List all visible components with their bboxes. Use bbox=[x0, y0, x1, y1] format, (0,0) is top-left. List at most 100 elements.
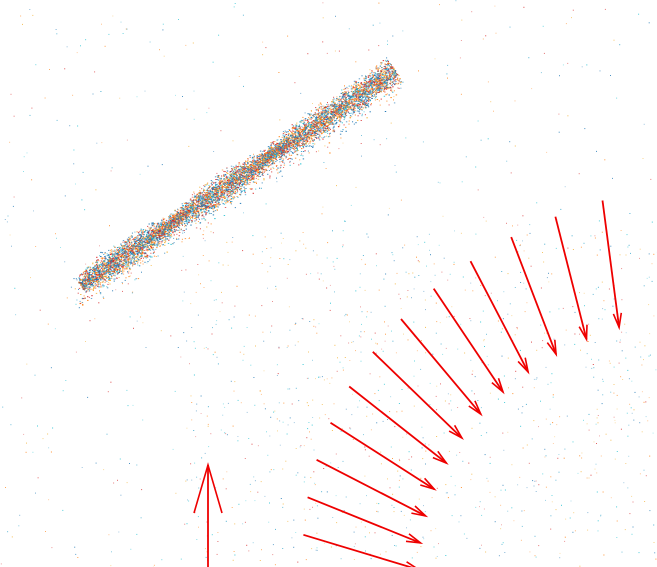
ribbon-point bbox=[131, 257, 134, 259]
scatter-point bbox=[616, 537, 618, 538]
scatter-point bbox=[385, 551, 387, 553]
scatter-point bbox=[186, 108, 188, 110]
ribbon-point bbox=[83, 289, 85, 291]
ribbon-point bbox=[266, 158, 268, 160]
scatter-point bbox=[259, 390, 261, 392]
ribbon-point bbox=[317, 114, 319, 116]
ribbon-point bbox=[116, 257, 119, 258]
scatter-point bbox=[237, 440, 239, 442]
scatter-point bbox=[470, 282, 472, 284]
ribbon-point bbox=[224, 207, 227, 208]
ribbon-point bbox=[333, 96, 335, 98]
scatter-point bbox=[592, 364, 594, 365]
scatter-point bbox=[197, 264, 199, 265]
scatter-point bbox=[217, 363, 219, 365]
ribbon-point bbox=[125, 266, 127, 268]
ribbon-point bbox=[192, 201, 195, 203]
ribbon-point bbox=[184, 203, 186, 204]
ribbon-point bbox=[352, 113, 354, 115]
scatter-point bbox=[109, 225, 110, 227]
scatter-point bbox=[55, 233, 56, 235]
scatter-point bbox=[193, 374, 195, 376]
scatter-point bbox=[211, 534, 213, 536]
scatter-point bbox=[322, 280, 324, 282]
scatter-point bbox=[360, 143, 362, 144]
ribbon-point bbox=[115, 256, 117, 258]
scatter-point bbox=[272, 554, 274, 556]
ribbon-point bbox=[389, 63, 391, 65]
scatter-point bbox=[597, 530, 599, 532]
ribbon-point bbox=[274, 157, 276, 159]
scatter-point bbox=[454, 494, 456, 496]
ribbon-point bbox=[350, 99, 352, 101]
ribbon-point bbox=[199, 228, 201, 230]
scatter-point bbox=[349, 427, 351, 429]
ribbon-point bbox=[321, 119, 323, 120]
scatter-point bbox=[213, 299, 215, 301]
scatter-point bbox=[232, 140, 234, 142]
scatter-point bbox=[403, 333, 404, 335]
ribbon-point bbox=[282, 134, 284, 136]
ribbon-point bbox=[389, 66, 391, 68]
ribbon-point bbox=[391, 70, 393, 72]
ribbon-point bbox=[373, 74, 376, 76]
scatter-point bbox=[125, 28, 127, 30]
scatter-point bbox=[207, 425, 209, 427]
scatter-point bbox=[298, 400, 300, 402]
scatter-point bbox=[200, 395, 202, 397]
ribbon-point bbox=[122, 266, 124, 268]
scatter-point bbox=[416, 256, 417, 258]
ribbon-point bbox=[158, 244, 160, 246]
ribbon-point bbox=[110, 250, 112, 252]
scatter-point bbox=[31, 107, 33, 109]
scatter-point bbox=[224, 406, 226, 408]
scatter-point bbox=[485, 35, 487, 37]
ribbon-point bbox=[267, 166, 270, 167]
ribbon-point bbox=[174, 209, 176, 211]
scatter-point bbox=[489, 456, 491, 458]
ribbon-point bbox=[154, 240, 157, 242]
scatter-point bbox=[430, 295, 432, 297]
scatter-point bbox=[598, 318, 600, 320]
scatter-point bbox=[434, 274, 436, 276]
ribbon-point bbox=[84, 298, 86, 299]
ribbon-point bbox=[182, 205, 184, 207]
ribbon-point bbox=[221, 191, 223, 193]
ribbon-point bbox=[121, 253, 122, 255]
scatter-point bbox=[351, 414, 353, 416]
ribbon-point bbox=[157, 244, 159, 246]
ribbon-point bbox=[146, 240, 148, 242]
ribbon-point bbox=[352, 98, 354, 100]
scatter-point bbox=[649, 333, 651, 335]
scatter-point bbox=[643, 359, 644, 361]
scatter-point bbox=[270, 469, 272, 471]
ribbon-point bbox=[240, 169, 242, 171]
scatter-point bbox=[289, 259, 291, 261]
ribbon-point bbox=[349, 108, 351, 110]
ribbon-point bbox=[150, 236, 152, 238]
scatter-point bbox=[526, 234, 528, 236]
ribbon-point bbox=[375, 66, 377, 68]
scatter-point bbox=[641, 364, 643, 366]
scatter-point bbox=[200, 283, 201, 285]
scatter-point bbox=[521, 412, 523, 414]
ribbon-point bbox=[118, 246, 120, 248]
ribbon-point bbox=[95, 268, 97, 270]
ribbon-point bbox=[332, 130, 334, 132]
ribbon-point bbox=[123, 245, 125, 247]
scatter-point bbox=[239, 351, 241, 353]
ribbon-point bbox=[137, 252, 139, 254]
scatter-point bbox=[113, 482, 115, 484]
scatter-point bbox=[643, 401, 645, 403]
scatter-point bbox=[31, 179, 33, 181]
ribbon-point bbox=[136, 231, 138, 233]
ribbon-point bbox=[264, 165, 267, 167]
scatter-point bbox=[579, 565, 581, 567]
scatter-point bbox=[234, 523, 236, 525]
scatter-point bbox=[403, 514, 405, 516]
scatter-point bbox=[279, 258, 281, 259]
scatter-point bbox=[398, 458, 400, 460]
